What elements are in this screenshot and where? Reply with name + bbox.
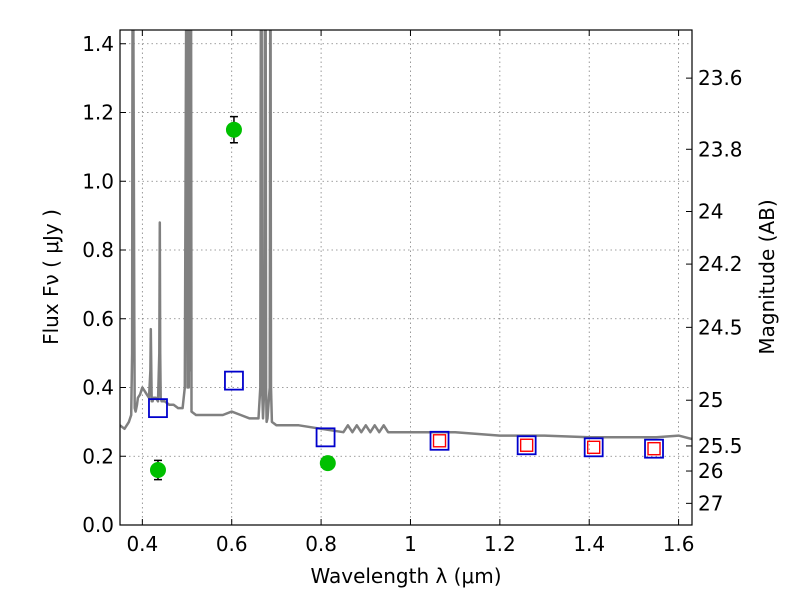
axes-ticks: 0.4 0.6 0.8 1 1.2 1.4 1.6 0.0 0.2 0.4 0.6 0.8 1.0 1.2… xyxy=(82,30,743,556)
model-photometry-point xyxy=(644,438,664,459)
x-tick-label: 1.2 xyxy=(484,532,516,556)
right-tick-label: 23.8 xyxy=(698,137,743,161)
x-tick-label: 1 xyxy=(404,532,417,556)
model-photometry-point xyxy=(224,370,244,391)
x-axis-label: Wavelength λ (μm) xyxy=(310,564,501,588)
y-tick-label: 0.8 xyxy=(82,238,114,262)
plot-frame xyxy=(119,29,693,526)
right-tick-label: 25 xyxy=(698,388,723,412)
model-photometry-point xyxy=(315,427,336,448)
model-photometry-point xyxy=(516,435,537,456)
y-tick-label: 1.4 xyxy=(82,32,114,56)
y-tick-label: 0.2 xyxy=(82,444,114,468)
model-photometry-point xyxy=(429,430,450,451)
y-tick-label: 1.2 xyxy=(82,101,114,125)
model-photometry-point xyxy=(148,398,168,419)
model-photometry-point xyxy=(583,437,604,458)
x-tick-label: 1.6 xyxy=(663,532,695,556)
clipped-series xyxy=(120,30,692,441)
y-tick-label: 0.0 xyxy=(82,513,114,537)
right-tick-label: 24 xyxy=(698,200,723,224)
y-axis-label: Flux Fν ( μJy ) xyxy=(39,209,63,345)
data-point xyxy=(319,455,336,472)
x-tick-label: 1.4 xyxy=(573,532,605,556)
upper-limit-point xyxy=(432,434,447,448)
right-tick-label: 27 xyxy=(698,491,723,515)
plot-area xyxy=(120,30,692,481)
y-tick-label: 1.0 xyxy=(82,169,114,193)
right-axis-label: Magnitude (AB) xyxy=(755,199,779,354)
y-tick-label: 0.4 xyxy=(82,376,114,400)
x-tick-label: 0.4 xyxy=(126,532,158,556)
grid xyxy=(120,30,692,526)
upper-limit-point xyxy=(647,441,661,456)
x-tick-label: 0.6 xyxy=(216,532,248,556)
data-point xyxy=(149,462,166,478)
right-tick-label: 24.5 xyxy=(698,315,743,339)
y-tick-label: 0.6 xyxy=(82,307,114,331)
right-tick-label: 23.6 xyxy=(698,66,743,90)
right-tick-label: 26 xyxy=(698,459,723,483)
upper-limit-point xyxy=(519,438,534,452)
upper-limit-point xyxy=(586,440,601,455)
model-sed-line xyxy=(120,30,692,441)
data-point xyxy=(225,121,242,138)
x-tick-label: 0.8 xyxy=(305,532,337,556)
right-tick-label: 25.5 xyxy=(698,434,743,458)
right-tick-label: 24.2 xyxy=(698,252,743,276)
